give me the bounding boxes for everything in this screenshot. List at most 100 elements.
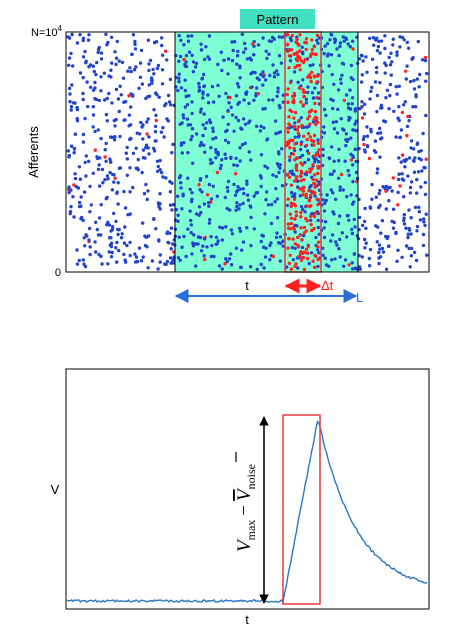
spike-dot [99, 57, 104, 61]
spike-dot [110, 250, 114, 255]
spike-dot [384, 267, 389, 271]
spike-dot [303, 40, 307, 45]
spike-dot [346, 169, 350, 173]
spike-dot [322, 107, 327, 112]
spike-dot [396, 203, 400, 207]
spike-dot [164, 176, 168, 180]
spike-dot [295, 156, 299, 161]
spike-dot [329, 32, 333, 37]
spike-dot [413, 205, 418, 210]
spike-dot [209, 235, 213, 239]
spike-dot [184, 60, 188, 64]
spike-dot [130, 52, 134, 56]
spike-dot [313, 86, 317, 90]
spike-dot [317, 232, 321, 236]
spike-dot [131, 33, 136, 37]
spike-dot [301, 103, 305, 107]
spike-dot [166, 93, 171, 98]
spike-dot [315, 153, 320, 157]
spike-dot [117, 166, 122, 170]
spike-dot [93, 240, 97, 244]
spike-dot [154, 227, 158, 231]
spike-dot [288, 48, 292, 52]
spike-dot [95, 155, 99, 159]
spike-dot [290, 172, 295, 176]
spike-dot [295, 57, 299, 61]
spike-dot [85, 234, 89, 238]
spike-dot [198, 178, 202, 182]
spike-dot [181, 113, 185, 117]
spike-dot [69, 51, 73, 56]
spike-dot [401, 178, 406, 182]
spike-dot [423, 180, 427, 185]
t-label: t [245, 278, 249, 293]
spike-dot [367, 256, 371, 261]
spike-dot [236, 118, 241, 123]
spike-dot [244, 92, 248, 96]
spike-dot [405, 133, 409, 138]
spike-dot [408, 79, 413, 84]
spike-dot [286, 33, 290, 37]
spike-dot [316, 41, 320, 45]
spike-dot [245, 57, 250, 61]
pattern-region [175, 32, 358, 272]
spike-dot [179, 38, 183, 43]
spike-dot [177, 176, 182, 180]
spike-dot [100, 262, 104, 266]
spike-dot [327, 64, 331, 68]
spike-dot [360, 100, 364, 104]
spike-dot [423, 192, 428, 197]
spike-dot [293, 135, 297, 139]
spike-dot [309, 214, 313, 218]
spike-dot [407, 156, 412, 160]
spike-dot [137, 86, 141, 91]
spike-dot [271, 254, 276, 259]
spike-dot [255, 190, 260, 195]
spike-dot [292, 179, 297, 183]
spike-dot [226, 189, 230, 193]
spike-dot [71, 101, 76, 105]
spike-dot [92, 69, 97, 74]
spike-dot [152, 108, 156, 112]
spike-dot [288, 253, 292, 257]
spike-dot [170, 151, 174, 155]
spike-dot [242, 50, 246, 54]
spike-dot [316, 240, 321, 244]
spike-dot [201, 244, 205, 248]
spike-dot [325, 193, 329, 197]
spike-dot [256, 43, 261, 47]
spike-dot [165, 259, 170, 264]
spike-dot [69, 205, 73, 209]
spike-dot [403, 100, 407, 104]
spike-dot [232, 163, 236, 167]
spike-dot [183, 105, 187, 109]
spike-dot [335, 131, 340, 135]
spike-dot [315, 33, 319, 37]
spike-dot [78, 71, 83, 75]
spike-dot [309, 193, 313, 197]
spike-dot [246, 121, 251, 125]
spike-dot [308, 170, 312, 174]
spike-dot [194, 132, 199, 136]
spike-dot [412, 87, 417, 91]
spike-dot [314, 211, 318, 215]
spike-dot [84, 61, 88, 65]
spike-dot [220, 238, 224, 242]
spike-dot [299, 100, 303, 104]
spike-dot [285, 92, 289, 97]
spike-dot [305, 137, 309, 142]
spike-dot [264, 198, 268, 202]
spike-dot [109, 35, 114, 39]
spike-dot [272, 71, 277, 75]
spike-dot [211, 126, 215, 130]
spike-dot [105, 174, 110, 178]
spike-dot [107, 250, 111, 254]
spike-dot [289, 216, 294, 220]
spike-dot [391, 37, 395, 41]
spike-dot [141, 137, 145, 141]
spike-dot [353, 225, 357, 229]
spike-dot [311, 96, 316, 100]
spike-dot [353, 122, 357, 126]
spike-dot [99, 89, 103, 93]
spike-dot [309, 228, 314, 233]
